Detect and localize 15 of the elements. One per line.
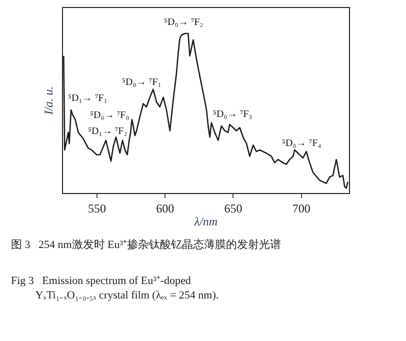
annotation: ⁵D₀→ ⁷F₁ — [122, 77, 162, 88]
x-tick-label: 700 — [292, 201, 310, 216]
x-tick-label: 650 — [224, 201, 242, 216]
x-tick-label: 550 — [88, 201, 106, 216]
x-axis-title: λ/nm — [193, 214, 218, 228]
caption: Fig 3 Emission spectrum of Eu³⁺-doped YₓTi₁₋ₓO₁₋₀.₅ₓ crystal film (λₑₓ = 254 nm). — [11, 275, 219, 302]
x-tick-label: 600 — [156, 201, 174, 216]
annotation: ⁵D₁→ ⁷F₂ — [88, 126, 128, 137]
annotation: ⁵D₀→ ⁷F₃ — [213, 109, 252, 120]
annotation: ⁵D₀→ ⁷F₄ — [282, 138, 322, 149]
annotation: ⁵D₁→ ⁷F₁ — [68, 93, 108, 104]
annotation: ⁵D₀→ ⁷F₀ — [90, 110, 130, 121]
text: ⁵D₀→ ⁷F₂ — [164, 17, 204, 28]
caption: 图 3 254 nm激发时 Eu³⁺掺杂钛酸钇晶态薄膜的发射光谱 — [11, 238, 282, 251]
y-axis-title: I/a. u. — [41, 86, 56, 116]
